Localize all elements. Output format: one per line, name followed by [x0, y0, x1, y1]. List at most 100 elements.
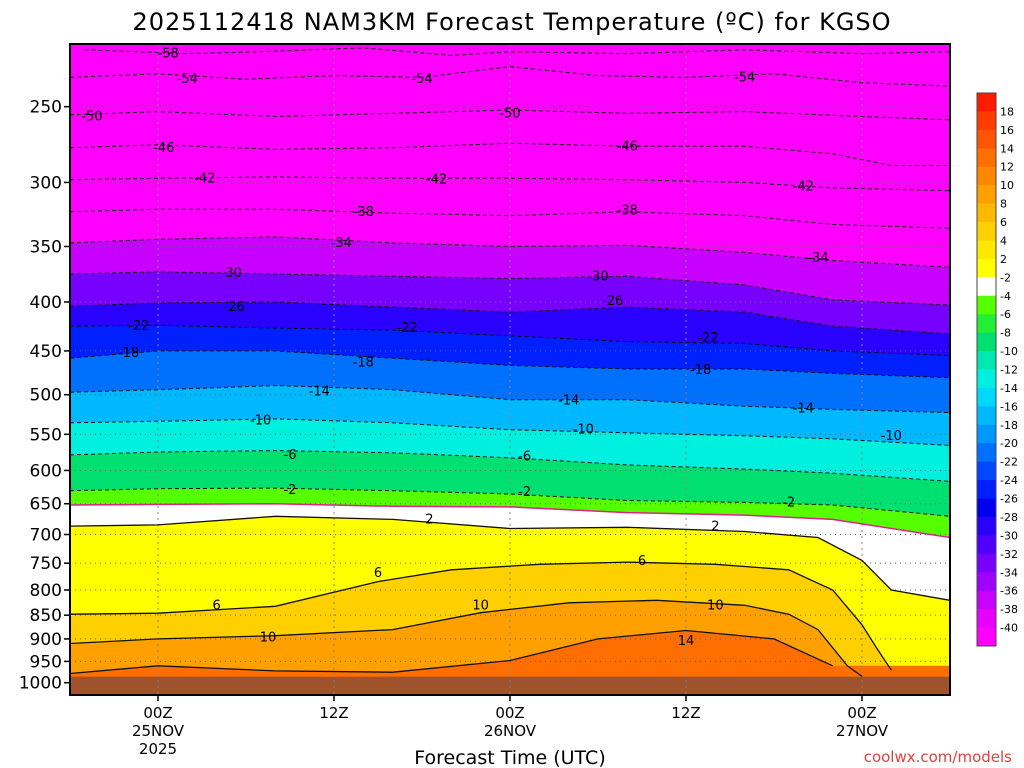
contour-2: [70, 515, 950, 601]
contour-14: [70, 629, 833, 675]
colorbar-tick-label: 2: [1000, 253, 1007, 266]
colorbar-tick-label: -32: [1000, 548, 1018, 561]
colorbar-frame: [976, 92, 997, 647]
colorbar-tick-label: 12: [1000, 161, 1014, 174]
y-tick-label: 950: [30, 652, 62, 672]
colorbar-tick-label: -14: [1000, 382, 1018, 395]
colorbar-swatch: [977, 93, 996, 112]
y-axis: 250 300 350 400 450 500 550 600 650 700 750 800 850 9…: [19, 98, 70, 694]
colorbar-tick-label: 18: [1000, 105, 1014, 118]
contour--6: [70, 450, 950, 482]
contour-label: -54: [734, 70, 755, 85]
colorbar-swatch: [977, 609, 996, 628]
contour-label: -50: [499, 106, 520, 121]
contour-label: -42: [793, 180, 814, 195]
x-tick-label: 2025: [139, 740, 177, 758]
contour-label: -50: [81, 110, 102, 125]
colorbar-swatch: [977, 148, 996, 168]
contour-6: [70, 561, 892, 671]
contour-label: -2: [518, 485, 531, 500]
contour-label: -30: [587, 269, 608, 284]
contour--46: [70, 142, 950, 166]
contour-label: -6: [284, 448, 297, 463]
contour--10: [70, 418, 950, 446]
x-tick-label: 00Z: [847, 704, 876, 722]
contour-label: 10: [707, 598, 724, 613]
colorbar-tick-label: 14: [1000, 142, 1014, 155]
colorbar-swatch: [977, 424, 996, 444]
colorbar-swatch: [977, 461, 996, 481]
contour-label: -38: [353, 205, 374, 220]
y-tick-label: 450: [30, 342, 62, 362]
contour-label: -38: [617, 204, 638, 219]
contour-label: -10: [881, 429, 902, 444]
colorbar-swatch: [977, 111, 996, 131]
contour--26: [70, 301, 950, 335]
colorbar-swatch: [977, 203, 996, 223]
y-tick-label: 500: [30, 386, 62, 406]
x-tick-label: 00Z: [495, 704, 524, 722]
y-tick-label: 250: [30, 98, 62, 118]
contour-label: -14: [309, 384, 330, 399]
contour-label: -10: [573, 423, 594, 438]
contour-label: 10: [260, 631, 277, 646]
contour--14: [70, 384, 950, 414]
x-axis-label: Forecast Time (UTC): [414, 747, 605, 768]
x-tick-label: 12Z: [671, 704, 700, 722]
x-tick-label: 25NOV: [132, 722, 185, 740]
y-tick-label: 850: [30, 606, 62, 626]
x-tick-label: 12Z: [319, 704, 348, 722]
colorbar-tick-label: -26: [1000, 493, 1018, 506]
contour--54: [70, 66, 950, 87]
colorbar-swatch: [977, 332, 996, 352]
contour-label: 14: [678, 634, 695, 649]
y-tick-label: 600: [30, 461, 62, 481]
y-tick-label: 400: [30, 293, 62, 313]
y-tick-label: 900: [30, 630, 62, 650]
contour-label: -54: [411, 72, 432, 87]
contour-label: -14: [558, 393, 579, 408]
chart-title: 2025112418 NAM3KM Forecast Temperature (…: [132, 8, 891, 36]
colorbar-tick-label: -2: [1000, 271, 1011, 284]
colorbar-tick-label: -18: [1000, 419, 1018, 432]
colorbar-tick-label: -8: [1000, 327, 1011, 340]
y-tick-label: 750: [30, 554, 62, 574]
y-tick-label: 700: [30, 526, 62, 546]
x-tick-label: 26NOV: [484, 722, 537, 740]
y-tick-label: 650: [30, 495, 62, 515]
contour-label: 2: [711, 520, 719, 535]
colorbar-swatch: [977, 185, 996, 204]
colorbar-swatch: [977, 222, 996, 241]
colorbar-tick-label: -30: [1000, 529, 1018, 542]
contour-label: -26: [602, 294, 623, 309]
contour-label: -22: [697, 331, 718, 346]
contour-label: -22: [128, 319, 149, 334]
colorbar-swatch: [977, 498, 996, 518]
colorbar-swatch: [977, 277, 996, 297]
colorbar-tick-label: -20: [1000, 437, 1018, 450]
contour-0: [70, 502, 950, 539]
contour-label: -18: [690, 363, 711, 378]
colorbar-tick-label: -38: [1000, 603, 1018, 616]
colorbar-swatch: [977, 627, 996, 647]
credit-link[interactable]: coolwx.com/models: [864, 748, 1012, 766]
contour--30: [70, 271, 950, 306]
contour-label: 6: [213, 598, 221, 613]
colorbar-tick-label: -4: [1000, 290, 1011, 303]
contour-label: -42: [194, 171, 215, 186]
colorbar-swatch: [977, 258, 996, 278]
contour-label: 6: [638, 554, 646, 569]
colorbar-swatch: [977, 480, 996, 499]
colorbar: 18 16 14 12 10 8 6 4 2 -2 -4 -6 -8 -10 -12 -14 -16 -18 -20…: [976, 92, 1018, 647]
colorbar-swatch: [977, 516, 996, 536]
contour-label: -18: [118, 346, 139, 361]
colorbar-swatch: [977, 590, 996, 610]
colorbar-swatch: [977, 443, 996, 463]
contour-label: -46: [617, 139, 638, 154]
colorbar-swatch: [977, 535, 996, 555]
contour-label: 6: [374, 566, 382, 581]
contour-label: -42: [426, 173, 447, 188]
colorbar-swatch: [977, 572, 996, 592]
